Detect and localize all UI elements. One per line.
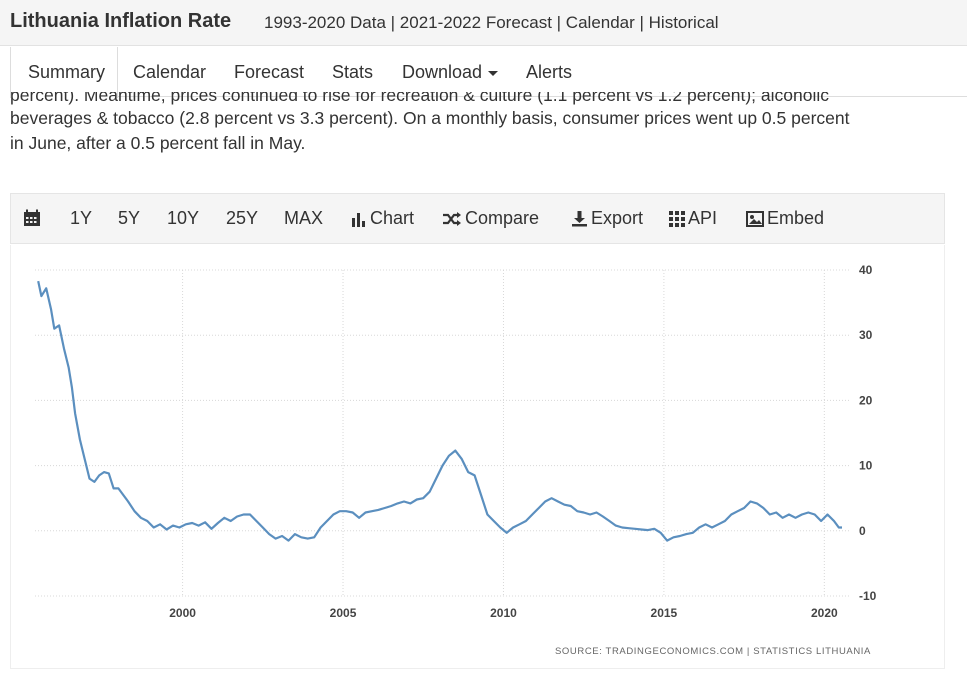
embed-button[interactable]: Embed: [746, 194, 824, 243]
tab-calendar[interactable]: Calendar: [133, 62, 207, 82]
compare-button[interactable]: Compare: [442, 194, 539, 243]
chevron-down-icon: [488, 70, 499, 76]
chart-toolbar: 1Y 5Y 10Y 25Y MAX Chart Compare Export A…: [10, 193, 945, 244]
y-tick-label: 40: [859, 263, 873, 277]
main-tabs: Summary Calendar Forecast Stats Download…: [10, 47, 967, 98]
y-tick-label: 20: [859, 393, 873, 407]
x-tick-label: 2020: [811, 606, 838, 620]
chart-button[interactable]: Chart: [351, 194, 414, 243]
tab-alerts[interactable]: Alerts: [526, 62, 573, 82]
range-25y-button[interactable]: 25Y: [226, 208, 259, 228]
x-tick-label: 2010: [490, 606, 517, 620]
y-tick-label: 0: [859, 524, 866, 538]
x-tick-label: 2015: [651, 606, 678, 620]
article-text: percent). Meantime, prices continued to …: [10, 92, 950, 156]
chart-source: SOURCE: TRADINGECONOMICS.COM | STATISTIC…: [555, 646, 871, 657]
article-line: in June, after a 0.5 percent fall in May…: [10, 133, 306, 153]
chart-area: [10, 245, 945, 669]
y-tick-label: -10: [859, 589, 877, 603]
page-header: Lithuania Inflation Rate 1993-2020 Data …: [0, 0, 967, 46]
range-10y-button[interactable]: 10Y: [167, 208, 200, 228]
export-button[interactable]: Export: [571, 194, 643, 243]
calendar-icon[interactable]: [23, 194, 44, 243]
article-line: beverages & tobacco (2.8 percent vs 3.3 …: [10, 108, 850, 128]
bar-chart-icon: [352, 213, 365, 227]
inflation-series-line: [37, 280, 842, 542]
tab-summary[interactable]: Summary: [10, 47, 119, 98]
range-1y-button[interactable]: 1Y: [70, 208, 93, 228]
article-line: percent). Meantime, prices continued to …: [10, 92, 830, 105]
shuffle-icon: [443, 212, 461, 226]
grid-icon: [669, 211, 685, 227]
page-subtitle[interactable]: 1993-2020 Data | 2021-2022 Forecast | Ca…: [264, 13, 719, 32]
page-title: Lithuania Inflation Rate: [10, 10, 232, 32]
tab-forecast[interactable]: Forecast: [234, 62, 305, 82]
y-tick-label: 10: [859, 459, 873, 473]
y-tick-label: 30: [859, 328, 873, 342]
image-icon: [746, 211, 764, 227]
tab-download[interactable]: Download: [402, 47, 499, 97]
x-tick-label: 2005: [330, 606, 357, 620]
range-5y-button[interactable]: 5Y: [118, 208, 141, 228]
api-button[interactable]: API: [669, 194, 717, 243]
download-icon: [572, 211, 587, 227]
range-max-button[interactable]: MAX: [284, 208, 324, 228]
tab-stats[interactable]: Stats: [332, 62, 374, 82]
x-tick-label: 2000: [169, 606, 196, 620]
